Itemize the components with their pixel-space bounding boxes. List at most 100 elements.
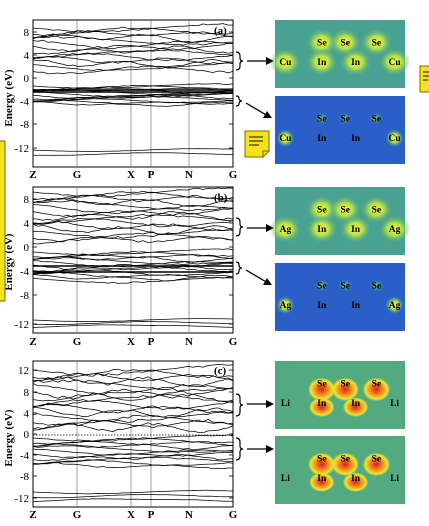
- band-curve: [32, 229, 234, 239]
- density-hotspot: [342, 472, 369, 493]
- atom-label: Se: [372, 281, 382, 291]
- k-path-labels: Z G X P N G: [29, 336, 237, 348]
- note-icon[interactable]: [419, 65, 429, 93]
- band-curve: [32, 434, 234, 442]
- k-point-label: P: [148, 509, 155, 521]
- panel-label: (c): [214, 365, 227, 377]
- band-curve: [32, 383, 234, 396]
- charge-density-map: Se Se Se Cu In In Cu: [269, 20, 411, 88]
- density-blob: [305, 195, 338, 224]
- density-hotspot: [331, 377, 360, 402]
- brace: [235, 217, 244, 237]
- band-curve: [32, 59, 234, 68]
- k-point-label: P: [148, 169, 155, 181]
- band-curve: [32, 93, 234, 99]
- arrowhead: [263, 111, 272, 118]
- band-curve: [32, 208, 234, 218]
- atom-label: Se: [372, 454, 382, 464]
- band-curve: [32, 453, 234, 462]
- k-point-label: X: [127, 336, 135, 348]
- k-point-label: X: [127, 169, 135, 181]
- atom-label: Cu: [279, 58, 292, 68]
- band-curve: [32, 62, 234, 71]
- atom-label: Ag: [389, 301, 401, 311]
- atom-label: Se: [317, 379, 327, 389]
- atom-label: Se: [372, 38, 382, 48]
- k-point-label: N: [185, 169, 193, 181]
- k-point-label: Z: [29, 509, 36, 521]
- y-tick: -8: [20, 471, 30, 483]
- atom-label: Se: [372, 205, 382, 215]
- band-lines: [32, 361, 234, 507]
- k-point-label: G: [229, 336, 238, 348]
- density-hotspot: [362, 377, 391, 402]
- panel-label: (b): [214, 192, 228, 204]
- band-curve: [32, 321, 234, 325]
- band-curve: [32, 364, 234, 377]
- band-curve: [32, 223, 234, 236]
- band-curve: [32, 52, 234, 62]
- band-curve: [32, 388, 234, 400]
- atom-label: Se: [340, 454, 350, 464]
- charge-density-map: Se Se Se Li In In Li: [275, 361, 405, 429]
- band-curve: [32, 379, 234, 392]
- note-icon[interactable]: [244, 130, 270, 158]
- atom-label: Ag: [280, 301, 292, 311]
- band-curve: [32, 26, 234, 36]
- band-curve: [32, 198, 234, 207]
- k-point-label: X: [127, 509, 135, 521]
- y-tick: 4: [24, 50, 30, 62]
- band-curve: [32, 459, 234, 466]
- density-hotspot: [307, 452, 336, 477]
- atom-label: In: [351, 301, 361, 311]
- density-blob: [276, 296, 295, 315]
- atom-label: Se: [340, 38, 350, 48]
- y-tick: 12: [18, 365, 29, 377]
- band-curve: [32, 187, 234, 197]
- atom-label: In: [351, 134, 361, 144]
- map-background: [275, 263, 405, 331]
- y-axis-label: Energy (eV): [3, 69, 15, 126]
- charge-density-maps: Se Se Se Cu In In Cu Se Se Se Cu In In Cu Se Se Se Ag In In…: [269, 20, 411, 504]
- charge-density-map: Se Se Se Ag In In Ag: [275, 263, 405, 331]
- k-point-label: G: [229, 169, 238, 181]
- atom-label: In: [317, 134, 327, 144]
- density-blob: [305, 48, 338, 77]
- k-point-label: G: [73, 336, 82, 348]
- band-curve: [32, 418, 234, 430]
- note-icon[interactable]: [0, 140, 6, 302]
- band-curve: [32, 456, 234, 465]
- density-hotspot: [362, 452, 391, 477]
- band-frame: [32, 360, 234, 508]
- atom-label: In: [317, 474, 327, 484]
- band-curve: [32, 440, 234, 447]
- atom-label: In: [351, 58, 361, 68]
- band-curve: [32, 101, 234, 107]
- brace: [235, 437, 244, 461]
- panel-c: (c) Energy (eV) 12 8 4 0 -4 -8 -12 Z G X…: [3, 360, 274, 521]
- y-tick: -8: [20, 290, 30, 302]
- atom-label: Li: [281, 474, 290, 484]
- charge-density-map: Se Se Se Cu In In Cu: [275, 96, 405, 164]
- band-curve: [32, 445, 234, 453]
- atom-label: Se: [317, 114, 327, 124]
- band-curve: [32, 200, 234, 211]
- panel-b: (b) Energy (eV) 8 4 0 -4 -8 -12 Z G X P …: [3, 186, 274, 348]
- band-curve: [32, 36, 234, 46]
- atom-label: Se: [317, 205, 327, 215]
- atom-label: Li: [390, 474, 399, 484]
- density-blob: [360, 28, 393, 57]
- atom-label: In: [317, 399, 327, 409]
- band-curve: [32, 214, 234, 225]
- arrowhead: [263, 278, 272, 285]
- atom-label: In: [317, 225, 327, 235]
- band-curve: [32, 376, 234, 387]
- band-curve: [32, 451, 234, 459]
- arrowhead: [266, 400, 274, 408]
- band-curve: [32, 402, 234, 414]
- band-curve: [32, 204, 234, 215]
- band-curve: [32, 148, 234, 152]
- atom-label: Cu: [389, 58, 402, 68]
- arrow: [245, 102, 269, 117]
- band-curve: [32, 218, 234, 228]
